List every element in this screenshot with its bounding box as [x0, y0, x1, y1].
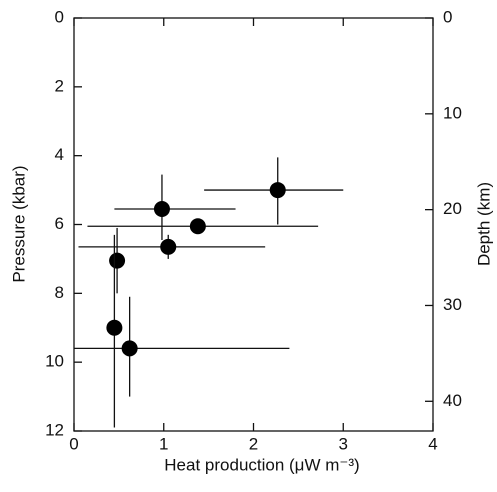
- x-tick-label: 4: [428, 434, 437, 453]
- x-tick-label: 0: [69, 434, 78, 453]
- data-point: [121, 340, 138, 357]
- y2-tick-label: 40: [443, 391, 462, 410]
- x-tick-label: 3: [339, 434, 348, 453]
- y-axis-title: Pressure (kbar): [9, 165, 28, 282]
- plot-frame: [73, 17, 434, 432]
- y-tick-label: 6: [55, 214, 64, 233]
- y-tick-label: 4: [55, 145, 64, 164]
- data-point: [269, 182, 286, 199]
- data-point: [189, 218, 206, 235]
- x-tick-label: 2: [249, 434, 258, 453]
- y2-tick-label: 10: [443, 103, 462, 122]
- y2-axis-title: Depth (km): [474, 182, 493, 266]
- data-point: [153, 201, 170, 218]
- y2-tick-label: 20: [443, 199, 462, 218]
- y-tick-label: 8: [55, 283, 64, 302]
- x-axis-title: Heat production (μW m⁻³): [164, 455, 359, 474]
- y2-tick-label: 30: [443, 295, 462, 314]
- x-tick-label: 1: [159, 434, 168, 453]
- y-tick-label: 10: [45, 352, 64, 371]
- data-point: [109, 252, 126, 269]
- y-tick-label: 0: [55, 7, 64, 26]
- y-tick-label: 12: [45, 420, 64, 439]
- y-tick-label: 2: [55, 76, 64, 95]
- data-point: [106, 319, 123, 336]
- data-point: [160, 238, 177, 255]
- y2-tick-label: 0: [443, 7, 452, 26]
